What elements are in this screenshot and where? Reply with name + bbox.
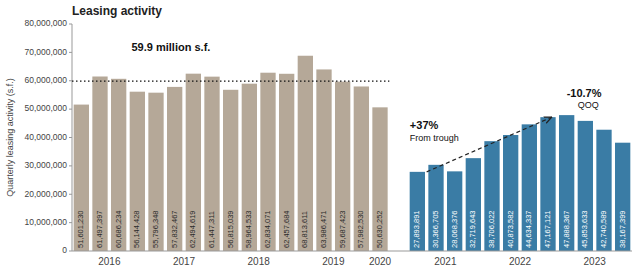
bar bbox=[260, 73, 275, 251]
data-label: 62,457,684 bbox=[282, 210, 291, 248]
data-label: 58,964,533 bbox=[244, 210, 253, 248]
bar bbox=[447, 171, 462, 251]
bar bbox=[130, 92, 145, 251]
y-axis: 0 10,000,000 20,000,000 30,000,000 40,000,00… bbox=[24, 18, 72, 255]
x-axis-line bbox=[72, 251, 632, 252]
data-label: 28,068,376 bbox=[450, 210, 459, 248]
bar bbox=[559, 115, 574, 251]
data-labels: 51,601,230 61,497,397 60,686,234 56,144,428… bbox=[76, 210, 626, 248]
y-tick-label: 70,000,000 bbox=[24, 47, 67, 57]
data-label: 51,601,230 bbox=[76, 210, 85, 248]
bar bbox=[111, 79, 126, 251]
y-tick-label: 20,000,000 bbox=[24, 189, 67, 199]
y-tick-label: 80,000,000 bbox=[24, 18, 67, 28]
bar bbox=[615, 143, 630, 251]
x-tick-label: 2019 bbox=[322, 256, 345, 267]
data-label: 59,687,423 bbox=[338, 210, 347, 248]
bar bbox=[242, 84, 257, 251]
reference-line-label: 59.9 million s.f. bbox=[132, 41, 211, 53]
data-label: 55,796,348 bbox=[151, 210, 160, 248]
data-label: 45,853,633 bbox=[580, 210, 589, 248]
data-label: 38,706,022 bbox=[487, 210, 496, 248]
data-label: 27,893,891 bbox=[412, 210, 421, 248]
x-tick-label: 2020 bbox=[369, 256, 392, 267]
bar bbox=[428, 165, 443, 251]
bar bbox=[503, 135, 518, 251]
bar bbox=[335, 82, 350, 251]
y-tick-label: 30,000,000 bbox=[24, 160, 67, 170]
data-label: 57,982,530 bbox=[356, 210, 365, 248]
data-label: 42,740,589 bbox=[599, 210, 608, 248]
x-tick-label: 2023 bbox=[584, 256, 607, 267]
data-label: 32,719,643 bbox=[468, 210, 477, 248]
x-tick-label: 2021 bbox=[434, 256, 457, 267]
y-tick-label: 40,000,000 bbox=[24, 132, 67, 142]
bar bbox=[148, 93, 163, 251]
data-label: 38,167,399 bbox=[618, 210, 627, 248]
x-tick-label: 2022 bbox=[509, 256, 532, 267]
bar bbox=[223, 90, 238, 251]
data-label: 30,366,705 bbox=[431, 210, 440, 248]
bar bbox=[596, 130, 611, 251]
bar bbox=[466, 158, 481, 251]
bar bbox=[204, 77, 219, 251]
bar bbox=[540, 117, 555, 251]
bar bbox=[372, 107, 387, 251]
y-tick-label: 0 bbox=[62, 245, 67, 255]
bar bbox=[410, 172, 425, 251]
trend-arrow-sublabel: From trough bbox=[410, 133, 459, 143]
y-tick-label: 50,000,000 bbox=[24, 103, 67, 113]
x-axis: 2016 2017 2018 2019 2020 2021 2022 2023 bbox=[98, 256, 606, 267]
data-label: 61,497,397 bbox=[95, 210, 104, 248]
title: Leasing activity bbox=[72, 4, 162, 18]
bar bbox=[279, 74, 294, 251]
bar bbox=[167, 87, 182, 251]
bar bbox=[316, 69, 331, 251]
data-label: 47,888,367 bbox=[562, 210, 571, 248]
trend-arrow bbox=[427, 117, 552, 172]
data-label: 44,634,337 bbox=[524, 210, 533, 248]
bar bbox=[74, 105, 89, 251]
y-tick-label: 10,000,000 bbox=[24, 217, 67, 227]
data-label: 63,986,471 bbox=[319, 210, 328, 248]
bar bbox=[298, 56, 313, 251]
bar bbox=[186, 74, 201, 251]
x-tick-label: 2018 bbox=[248, 256, 271, 267]
x-tick-label: 2017 bbox=[173, 256, 196, 267]
data-label: 68,813,611 bbox=[300, 211, 309, 248]
data-label: 56,144,428 bbox=[132, 210, 141, 248]
data-label: 62,494,619 bbox=[188, 210, 197, 248]
bars bbox=[74, 56, 631, 251]
data-label: 62,834,071 bbox=[263, 210, 272, 248]
data-label: 57,832,467 bbox=[170, 210, 179, 248]
chart: Leasing activity Quarterly leasing activi… bbox=[0, 0, 640, 273]
data-label: 50,630,252 bbox=[375, 210, 384, 248]
annotation: -10.7% bbox=[567, 87, 602, 99]
bar bbox=[92, 77, 107, 251]
data-label: 60,686,234 bbox=[114, 210, 123, 248]
bar bbox=[354, 86, 369, 251]
bar bbox=[578, 121, 593, 251]
reference-line bbox=[72, 80, 389, 81]
data-label: 61,447,311 bbox=[207, 211, 216, 248]
trend-arrow-label: +37% bbox=[410, 119, 439, 131]
data-label: 40,873,582 bbox=[506, 210, 515, 248]
bar bbox=[484, 141, 499, 251]
data-label: 56,815,039 bbox=[226, 210, 235, 248]
y-axis-label: Quarterly leasing activity (s.f.) bbox=[5, 78, 15, 197]
x-tick-label: 2016 bbox=[98, 256, 121, 267]
bar bbox=[522, 124, 537, 251]
annotation-subtext: QOQ bbox=[578, 100, 599, 110]
data-label: 47,167,121 bbox=[543, 210, 552, 248]
y-tick-label: 60,000,000 bbox=[24, 75, 67, 85]
y-axis-line bbox=[72, 24, 73, 251]
